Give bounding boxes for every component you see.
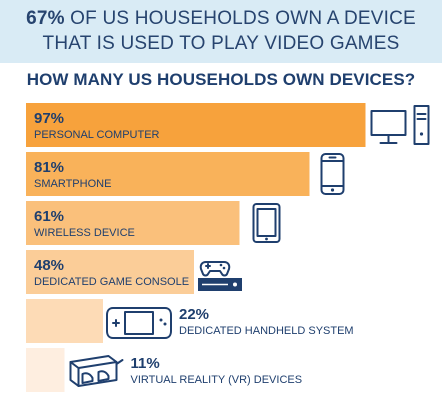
value-label-1: 81% <box>34 159 64 176</box>
value-label-3: 48% <box>34 257 64 274</box>
value-label-0: 97% <box>34 110 64 127</box>
handheld-console-icon <box>106 307 172 339</box>
header-line-2: THAT IS USED TO PLAY VIDEO GAMES <box>42 33 400 54</box>
header-line-1-text: OF US HOUSEHOLDS OWN A DEVICE <box>64 8 416 29</box>
bar-2 <box>26 201 240 245</box>
vr-headset-icon <box>69 355 124 387</box>
smartphone-icon <box>320 153 345 195</box>
header-highlight: 67% <box>26 8 65 29</box>
chart-title: HOW MANY US HOUSEHOLDS OWN DEVICES? <box>26 70 416 89</box>
bar-0 <box>26 103 366 147</box>
tablet-icon <box>252 203 281 243</box>
category-label-0: PERSONAL COMPUTER <box>34 129 160 141</box>
category-label-4: DEDICATED HANDHELD SYSTEM <box>179 325 354 337</box>
category-label-2: WIRELESS DEVICE <box>34 227 135 239</box>
value-label-4: 22% <box>179 306 209 323</box>
bar-5 <box>26 348 65 392</box>
value-label-2: 61% <box>34 208 64 225</box>
category-label-1: SMARTPHONE <box>34 178 111 190</box>
category-label-3: DEDICATED GAME CONSOLE <box>34 276 189 288</box>
category-label-5: VIRTUAL REALITY (VR) DEVICES <box>131 374 303 386</box>
header-line-1: 67% OF US HOUSEHOLDS OWN A DEVICE <box>0 8 442 30</box>
bar-3 <box>26 250 194 294</box>
game-console-icon <box>198 261 242 291</box>
bar-4 <box>26 299 103 343</box>
value-label-5: 11% <box>131 355 160 372</box>
bar-1 <box>26 152 310 196</box>
desktop-computer-icon <box>370 105 430 145</box>
header-banner: 67% OF US HOUSEHOLDS OWN A DEVICE THAT I… <box>0 0 442 63</box>
